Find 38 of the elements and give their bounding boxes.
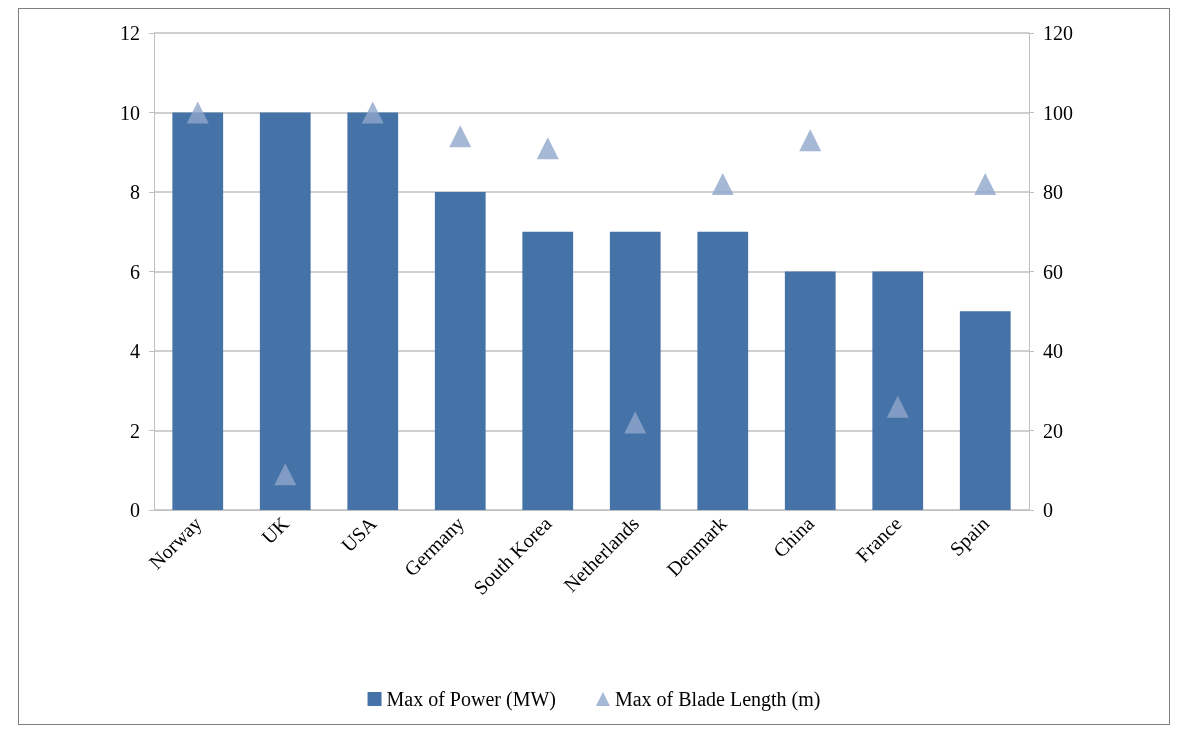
point xyxy=(974,173,997,196)
y2-tick-label: 40 xyxy=(1043,340,1063,362)
point xyxy=(624,411,647,434)
point xyxy=(536,137,559,160)
bar xyxy=(259,112,311,510)
y-tick-label: 8 xyxy=(130,181,140,203)
y-tick-label: 4 xyxy=(130,340,140,362)
bar xyxy=(522,231,574,510)
bar xyxy=(959,311,1011,510)
bar xyxy=(347,112,399,510)
bar xyxy=(609,231,661,510)
y2-tick-label: 80 xyxy=(1043,181,1063,203)
bar xyxy=(434,192,486,510)
point xyxy=(799,129,822,152)
y-tick-label: 10 xyxy=(120,101,140,124)
legend-label: Max of Power (MW) xyxy=(386,688,556,711)
y2-tick-label: 0 xyxy=(1043,499,1053,521)
y2-tick-label: 20 xyxy=(1043,419,1063,442)
x-tick-label: UK xyxy=(257,511,294,549)
x-tick-label: USA xyxy=(336,511,381,557)
point xyxy=(711,173,734,196)
y2-tick-label: 100 xyxy=(1043,101,1073,124)
point xyxy=(449,125,472,148)
y-tick-label: 6 xyxy=(130,260,140,283)
point xyxy=(186,101,209,124)
y-tick-label: 2 xyxy=(130,419,140,442)
bar xyxy=(872,271,924,510)
legend-label: Max of Blade Length (m) xyxy=(614,688,821,711)
bar xyxy=(784,271,836,510)
bar xyxy=(172,112,224,510)
point xyxy=(361,101,384,124)
bar xyxy=(697,231,749,510)
point xyxy=(886,395,909,418)
y-tick-label: 12 xyxy=(120,22,140,44)
y-tick-label: 0 xyxy=(130,499,140,521)
y2-tick-label: 120 xyxy=(1043,22,1073,44)
point xyxy=(274,463,297,486)
y2-tick-label: 60 xyxy=(1043,260,1063,283)
